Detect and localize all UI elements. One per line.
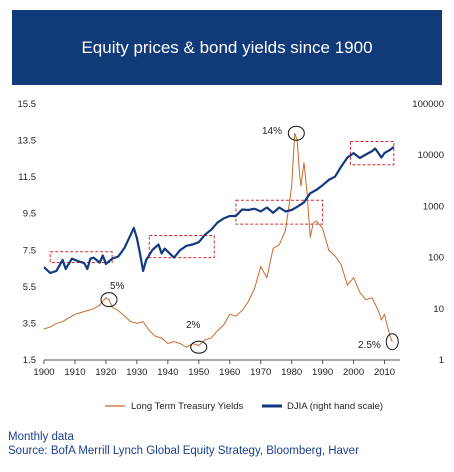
x-tick-label: 2010 bbox=[374, 367, 395, 378]
x-tick-label: 1900 bbox=[33, 367, 54, 378]
highlight-box bbox=[148, 235, 215, 259]
annotation-5pct: 5% bbox=[110, 281, 125, 292]
chart: 1900 1910 1920 1930 1940 1950 1960 1970 1980 1990… bbox=[18, 99, 445, 412]
footer-monthly-data: Monthly data bbox=[8, 431, 74, 443]
x-tick-label: 1960 bbox=[219, 367, 240, 378]
title-bar: Equity prices & bond yields since 1900 bbox=[12, 10, 442, 85]
x-tick-label: 1950 bbox=[188, 367, 209, 378]
left-tick-label: 13.5 bbox=[18, 136, 37, 147]
annotation-circle bbox=[385, 333, 399, 351]
left-tick-label: 3.5 bbox=[23, 318, 36, 329]
chart-title: Equity prices & bond yields since 1900 bbox=[81, 38, 373, 57]
annotations: 14% 5% 2% 2.5% bbox=[110, 126, 381, 351]
legend-label-yields: Long Term Treasury Yields bbox=[131, 401, 244, 412]
annotation-2pct: 2% bbox=[186, 320, 201, 331]
x-tick-label: 2000 bbox=[343, 367, 364, 378]
footer-source: Source: BofA Merrill Lynch Global Equity… bbox=[8, 445, 359, 457]
left-tick-label: 7.5 bbox=[23, 245, 36, 256]
x-tick-label: 1980 bbox=[281, 367, 302, 378]
annotation-circle bbox=[100, 292, 118, 308]
annotation-14pct: 14% bbox=[262, 126, 282, 137]
series-line-djia bbox=[43, 146, 395, 275]
x-tick-label: 1930 bbox=[126, 367, 147, 378]
highlight-box bbox=[349, 141, 395, 166]
highlight-boxes bbox=[49, 141, 395, 264]
left-tick-label: 15.5 bbox=[18, 99, 37, 110]
highlight-box bbox=[235, 199, 324, 225]
left-tick-label: 1.5 bbox=[23, 355, 36, 366]
x-tick-label: 1990 bbox=[312, 367, 333, 378]
right-ticks: 1 10 100 1000 10000 100000 bbox=[412, 99, 444, 366]
annotation-2-5pct: 2.5% bbox=[358, 340, 381, 351]
left-tick-label: 5.5 bbox=[23, 282, 36, 293]
highlight-box bbox=[49, 251, 113, 264]
right-tick-label: 100000 bbox=[412, 99, 444, 110]
right-tick-label: 10 bbox=[433, 304, 444, 315]
right-tick-label: 1000 bbox=[423, 201, 444, 212]
right-tick-label: 100 bbox=[428, 253, 444, 264]
x-tick-label: 1940 bbox=[157, 367, 178, 378]
x-tick-label: 1920 bbox=[95, 367, 116, 378]
annotation-circle bbox=[287, 125, 305, 141]
x-tick-label: 1910 bbox=[64, 367, 85, 378]
left-ticks: 1.5 3.5 5.5 7.5 9.5 11.5 13.5 15.5 bbox=[18, 99, 37, 366]
left-tick-label: 9.5 bbox=[23, 209, 36, 220]
footer-notes: Monthly data Source: BofA Merrill Lynch … bbox=[8, 430, 359, 458]
annotation-circles bbox=[100, 125, 399, 354]
x-ticks: 1900 1910 1920 1930 1940 1950 1960 1970 1980 1990… bbox=[33, 360, 395, 378]
left-tick-label: 11.5 bbox=[18, 172, 36, 183]
legend-label-djia: DJIA (right hand scale) bbox=[287, 401, 383, 412]
series-line-yields bbox=[43, 133, 393, 348]
series-lines bbox=[43, 133, 395, 348]
x-tick-label: 1970 bbox=[250, 367, 271, 378]
legend: Long Term Treasury Yields DJIA (right ha… bbox=[105, 401, 383, 412]
right-tick-label: 10000 bbox=[418, 150, 444, 161]
annotation-circle bbox=[190, 340, 208, 354]
right-tick-label: 1 bbox=[439, 355, 444, 366]
